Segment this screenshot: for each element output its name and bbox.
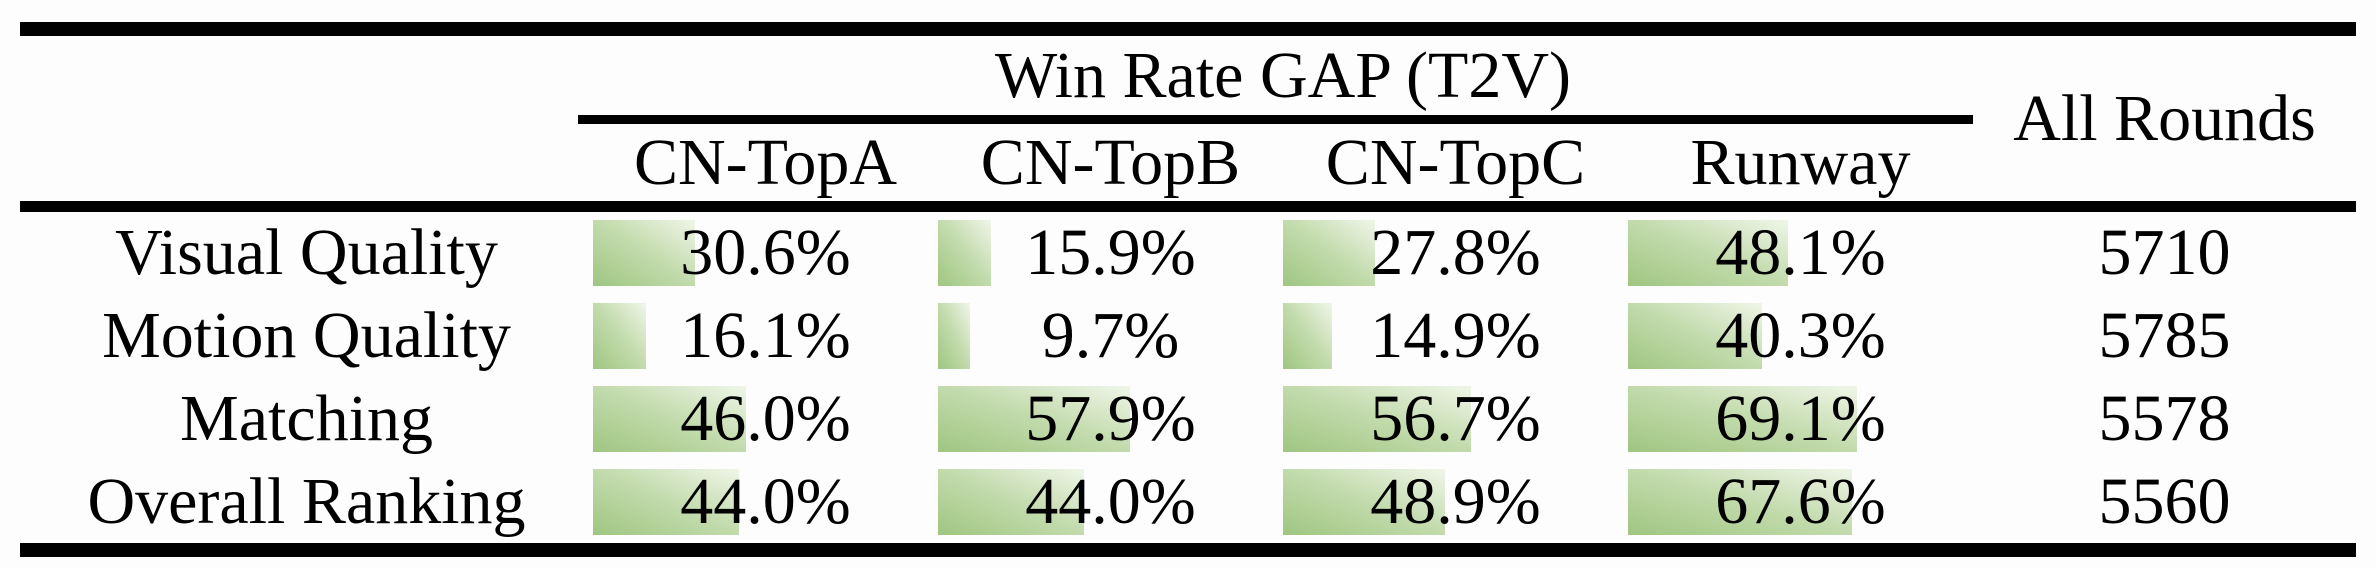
table-title: Win Rate GAP (T2V) <box>995 38 1571 112</box>
column-header: Runway <box>1690 125 1911 199</box>
table-row: Visual Quality 30.6% 15.9% 27.8% 48.1% 5… <box>20 212 2356 295</box>
title-underline-rule <box>578 115 1973 124</box>
header-body-rule <box>20 201 2356 212</box>
winrate-cell: 15.9% <box>938 212 1283 295</box>
winrate-cell: 27.8% <box>1283 212 1628 295</box>
winrate-cell: 46.0% <box>593 378 938 461</box>
winrate-cell: 67.6% <box>1628 460 1973 543</box>
all-rounds-value: 5560 <box>2098 464 2231 538</box>
winrate-cell: 40.3% <box>1628 295 1973 378</box>
table-body: Visual Quality 30.6% 15.9% 27.8% 48.1% 5… <box>20 212 2356 543</box>
column-header: CN-TopA <box>633 125 898 199</box>
winrate-cell: 44.0% <box>938 460 1283 543</box>
winrate-value: 48.1% <box>1715 216 1886 290</box>
winrate-bar <box>593 303 646 370</box>
table-header: Win Rate GAP (T2V) CN-TopA CN-TopB CN-To… <box>20 36 2356 201</box>
winrate-value: 27.8% <box>1370 216 1541 290</box>
table-row: Motion Quality 16.1% 9.7% 14.9% 40.3% 57… <box>20 295 2356 378</box>
top-rule <box>20 22 2356 36</box>
winrate-bar <box>1283 220 1375 287</box>
winrate-bar <box>1283 468 1445 535</box>
winrate-cell: 44.0% <box>593 460 938 543</box>
row-label: Matching <box>180 381 433 455</box>
winrate-cell: 48.1% <box>1628 212 1973 295</box>
winrate-bar <box>1283 303 1332 370</box>
winrate-bar <box>938 303 970 370</box>
winrate-value: 44.0% <box>680 464 851 538</box>
winrate-value: 69.1% <box>1715 381 1886 455</box>
winrate-bar <box>1628 468 1852 535</box>
row-label: Overall Ranking <box>87 464 526 538</box>
table-row: Matching 46.0% 57.9% 56.7% 69.1% 5578 <box>20 378 2356 461</box>
bottom-rule <box>20 543 2356 557</box>
winrate-cell: 57.9% <box>938 378 1283 461</box>
table-row: Overall Ranking 44.0% 44.0% 48.9% 67.6% … <box>20 460 2356 543</box>
winrate-value: 48.9% <box>1370 464 1541 538</box>
all-rounds-header: All Rounds <box>2013 81 2316 155</box>
winrate-bar <box>593 220 695 287</box>
winrate-bar <box>938 220 991 287</box>
winrate-bar <box>1628 220 1788 287</box>
winrate-bar <box>1283 385 1471 452</box>
winrate-value: 40.3% <box>1715 299 1886 373</box>
column-header-row: CN-TopA CN-TopB CN-TopC Runway <box>593 124 1973 201</box>
winrate-bar <box>938 385 1130 452</box>
all-rounds-value: 5785 <box>2098 299 2231 373</box>
winrate-cell: 69.1% <box>1628 378 1973 461</box>
all-rounds-value: 5578 <box>2098 381 2231 455</box>
column-header: CN-TopB <box>980 125 1241 199</box>
winrate-bar <box>593 468 739 535</box>
winrate-value: 16.1% <box>680 299 851 373</box>
winrate-cell: 56.7% <box>1283 378 1628 461</box>
winrate-cell: 30.6% <box>593 212 938 295</box>
winrate-bar <box>1628 303 1762 370</box>
winrate-bar <box>938 468 1084 535</box>
row-label: Visual Quality <box>115 216 498 290</box>
winrate-value: 67.6% <box>1715 464 1886 538</box>
winrate-value: 14.9% <box>1370 299 1541 373</box>
row-label: Motion Quality <box>102 299 511 373</box>
winrate-bar <box>593 385 746 452</box>
winrate-value: 15.9% <box>1025 216 1196 290</box>
winrate-bar <box>1628 385 1857 452</box>
winrate-cell: 14.9% <box>1283 295 1628 378</box>
winrate-cell: 48.9% <box>1283 460 1628 543</box>
column-header: CN-TopC <box>1325 125 1586 199</box>
winrate-value: 9.7% <box>1041 299 1180 373</box>
winrate-cell: 16.1% <box>593 295 938 378</box>
title-row: Win Rate GAP (T2V) <box>593 36 1973 115</box>
all-rounds-value: 5710 <box>2098 216 2231 290</box>
winrate-value: 44.0% <box>1025 464 1196 538</box>
winrate-value: 30.6% <box>680 216 851 290</box>
winrate-value: 46.0% <box>680 381 851 455</box>
winrate-value: 57.9% <box>1025 381 1196 455</box>
winrate-cell: 9.7% <box>938 295 1283 378</box>
winrate-value: 56.7% <box>1370 381 1541 455</box>
